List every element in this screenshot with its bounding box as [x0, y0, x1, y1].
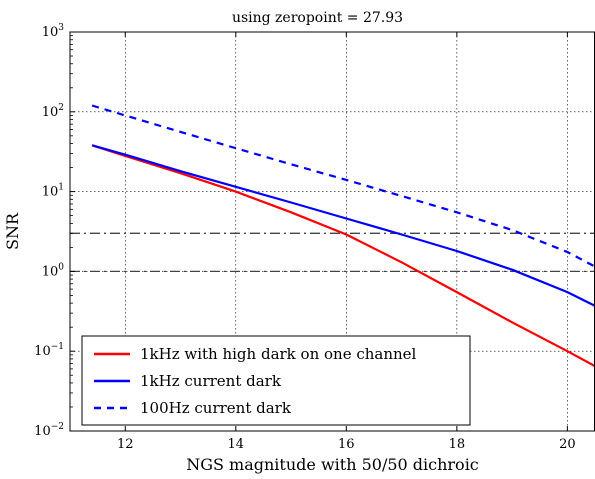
- series-line-1: [91, 144, 595, 368]
- series-line-3: [91, 104, 595, 268]
- x-tick-label: 12: [117, 437, 134, 452]
- y-axis-label: SNR: [3, 212, 22, 250]
- legend-label-1: 1kHz with high dark on one channel: [140, 345, 417, 363]
- y-tick-label: 103: [42, 23, 65, 40]
- series: [91, 104, 595, 368]
- legend-label-3: 100Hz current dark: [140, 399, 292, 417]
- y-tick-label: 100: [42, 262, 65, 279]
- y-tick-label: 102: [42, 103, 64, 120]
- reference-lines: [70, 232, 595, 273]
- x-tick-label: 16: [338, 437, 355, 452]
- y-tick-label: 10−2: [34, 422, 64, 439]
- legend-label-2: 1kHz current dark: [140, 372, 282, 390]
- legend-box: [81, 335, 471, 426]
- chart-title: using zeropoint = 27.93: [232, 10, 403, 26]
- legend: 1kHz with high dark on one channel 1kHz c…: [81, 335, 471, 426]
- x-tick-label: 14: [228, 437, 245, 452]
- x-axis-label: NGS magnitude with 50/50 dichroic: [186, 455, 479, 474]
- y-tick-label: 101: [42, 183, 64, 200]
- y-tick-label: 10−1: [34, 342, 64, 359]
- x-tick-label: 20: [559, 437, 576, 452]
- x-tick-label: 18: [449, 437, 466, 452]
- series-line-2: [91, 144, 595, 307]
- ticks: 12 14 16 18 20 10−2 10−1 100 101 102 103: [34, 23, 575, 452]
